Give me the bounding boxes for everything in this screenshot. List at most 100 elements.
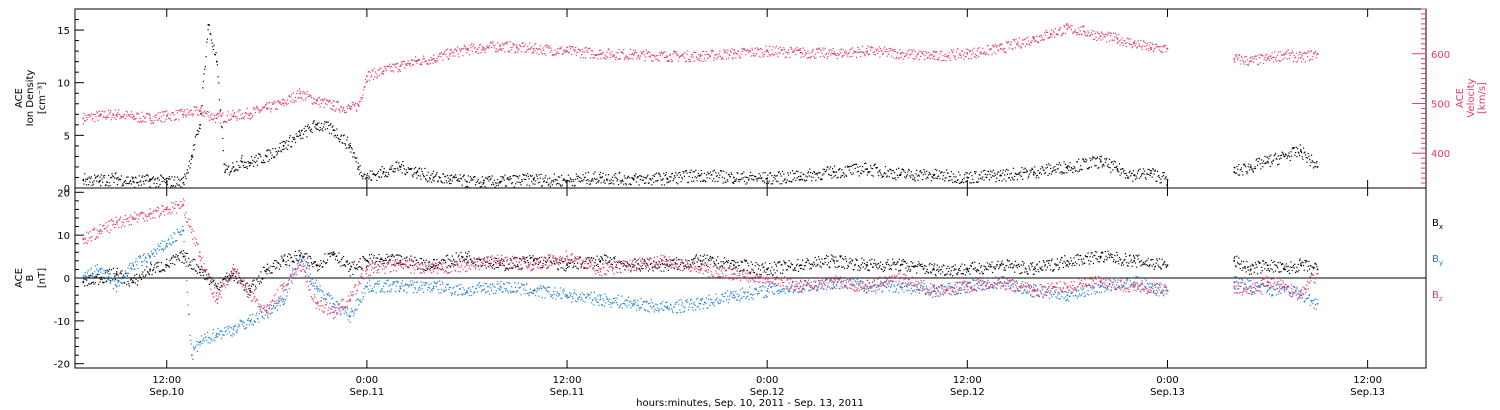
velocity-sample <box>558 52 560 55</box>
velocity-sample <box>475 51 477 53</box>
velocity-sample <box>491 42 493 44</box>
bx-sample <box>210 280 212 282</box>
density-sample <box>509 175 511 178</box>
bx-sample <box>530 256 532 259</box>
bx-sample <box>701 264 703 266</box>
bx-sample <box>194 270 197 272</box>
velocity-sample <box>892 49 894 51</box>
velocity-sample <box>1143 41 1145 43</box>
bx-sample <box>260 281 263 284</box>
bx-sample <box>836 266 838 269</box>
bx-sample <box>590 257 592 259</box>
velocity-sample <box>936 58 938 61</box>
density-sample <box>575 178 577 180</box>
velocity-sample <box>221 114 223 116</box>
density-sample <box>128 183 130 185</box>
density-sample <box>863 162 866 165</box>
bx-sample <box>378 261 381 263</box>
bx-sample <box>138 277 140 279</box>
bx-sample <box>914 265 916 268</box>
density-sample <box>745 176 748 178</box>
velocity-sample <box>979 51 981 53</box>
density-sample <box>1078 158 1080 160</box>
density-sample <box>541 185 543 187</box>
velocity-sample <box>669 53 672 55</box>
bx-sample <box>340 265 342 267</box>
bx-sample <box>192 258 195 260</box>
density-sample <box>1084 161 1086 163</box>
density-sample <box>172 184 175 187</box>
velocity-sample <box>205 112 207 114</box>
velocity-sample <box>799 49 801 52</box>
velocity-sample <box>661 53 664 55</box>
velocity-sample <box>146 112 148 115</box>
velocity-sample <box>108 109 110 111</box>
density-sample <box>1140 174 1143 176</box>
velocity-sample <box>264 104 267 106</box>
bx-sample <box>477 265 479 267</box>
density-sample <box>900 171 902 173</box>
density-sample <box>223 163 225 165</box>
velocity-sample <box>571 46 573 48</box>
bx-sample <box>142 275 144 277</box>
bx-sample <box>673 259 675 261</box>
density-sample <box>324 128 327 130</box>
bx-sample <box>685 259 687 261</box>
bx-sample <box>672 260 674 262</box>
velocity-sample <box>1116 42 1119 44</box>
velocity-sample <box>420 63 422 65</box>
bx-sample <box>880 268 882 270</box>
velocity-sample <box>549 45 551 47</box>
bx-sample <box>625 265 628 267</box>
bx-sample <box>892 262 894 264</box>
bx-sample <box>392 255 394 257</box>
density-sample <box>346 136 349 138</box>
velocity-sample <box>1266 53 1268 56</box>
bx-sample <box>878 266 880 268</box>
bx-sample <box>144 275 146 277</box>
bx-sample <box>916 265 918 268</box>
bx-sample <box>888 263 890 266</box>
bx-sample <box>415 259 417 261</box>
bx-sample <box>861 262 864 264</box>
density-sample <box>1155 180 1157 182</box>
bx-sample <box>246 291 248 293</box>
density-sample <box>751 174 754 176</box>
bx-sample <box>895 268 897 270</box>
density-point <box>632 178 635 181</box>
density-sample <box>1130 175 1132 177</box>
velocity-sample <box>136 113 138 115</box>
bx-sample <box>807 259 809 262</box>
bx-sample <box>855 259 858 261</box>
velocity-sample <box>643 54 646 56</box>
density-sample <box>655 180 657 182</box>
density-sample <box>1142 172 1144 174</box>
density-sample <box>187 172 189 174</box>
velocity-sample <box>544 45 546 47</box>
velocity-sample <box>268 102 270 104</box>
velocity-sample <box>1241 57 1243 59</box>
density-sample <box>572 178 574 181</box>
velocity-sample <box>733 49 735 51</box>
velocity-sample <box>165 118 167 121</box>
density-sample <box>859 165 861 168</box>
bx-sample <box>510 259 512 261</box>
density-sample <box>1138 169 1140 171</box>
density-sample <box>910 171 912 173</box>
density-sample <box>328 132 331 134</box>
bx-sample <box>624 269 626 271</box>
bx-sample <box>154 271 156 273</box>
density-sample <box>1287 154 1289 157</box>
velocity-sample <box>754 47 756 49</box>
density-sample <box>1266 156 1269 158</box>
density-sample <box>801 178 803 180</box>
velocity-sample <box>744 49 746 51</box>
velocity-sample <box>255 107 257 109</box>
density-sample <box>845 175 848 177</box>
bx-sample <box>380 257 382 259</box>
velocity-sample <box>363 86 365 88</box>
velocity-sample <box>835 54 838 57</box>
density-sample <box>248 162 250 164</box>
velocity-sample <box>691 54 694 56</box>
density-sample <box>103 177 105 179</box>
